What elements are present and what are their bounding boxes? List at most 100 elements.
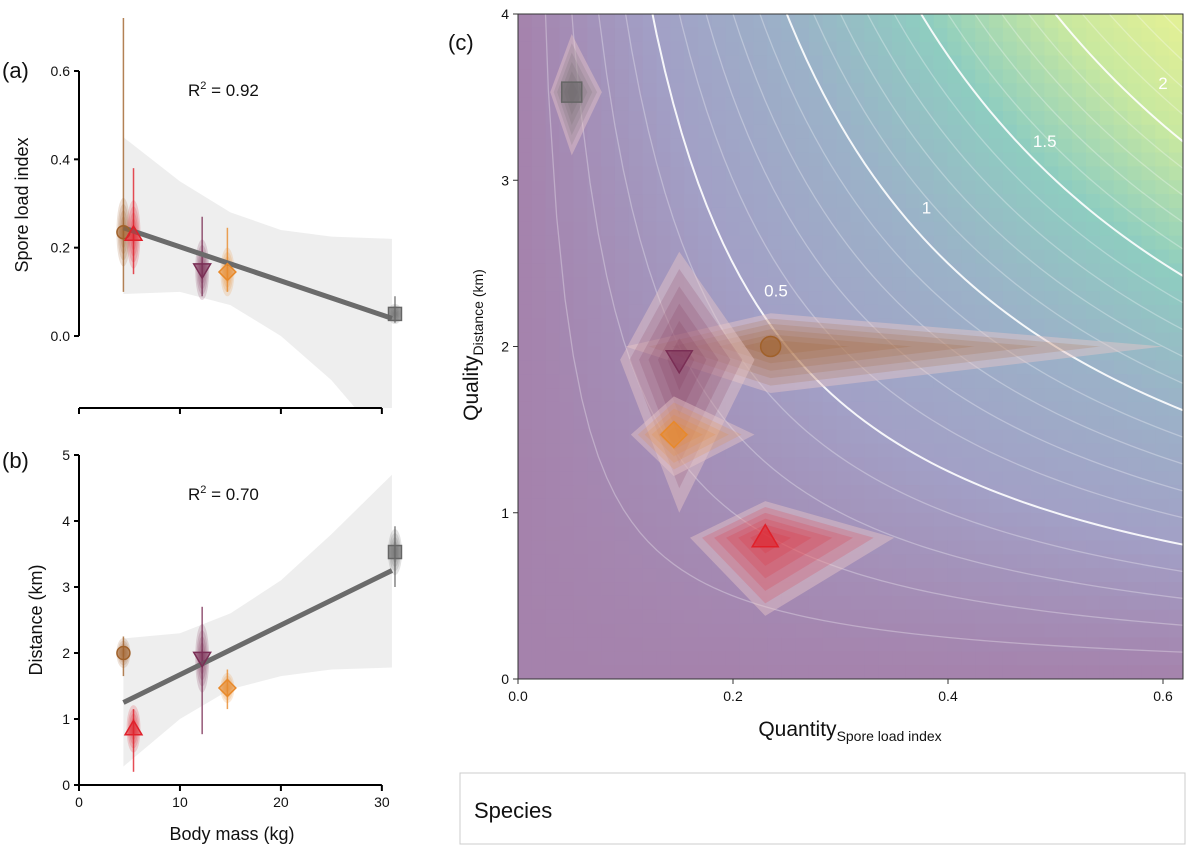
heat-cell (919, 665, 935, 679)
heat-cell (1002, 665, 1018, 679)
heat-cell (795, 457, 810, 472)
heat-cell (711, 138, 727, 154)
heat-cell (781, 277, 796, 292)
heat-cell (587, 568, 602, 583)
heat-cell (1058, 277, 1073, 292)
heat-cell (919, 485, 935, 500)
heat-cell (601, 110, 616, 126)
heat-cell (878, 360, 893, 375)
heat-cell (1141, 14, 1156, 29)
heat-cell (1030, 221, 1046, 237)
heat-cell (878, 27, 893, 43)
heat-cell (518, 152, 533, 167)
heat-cell (670, 568, 685, 583)
heat-cell (1002, 554, 1018, 569)
heat-cell (739, 623, 755, 639)
heat-cell (1058, 69, 1073, 84)
heat-cell (601, 512, 616, 528)
heat-cell (1058, 110, 1073, 126)
heat-cell (1016, 152, 1032, 167)
heat-cell (1127, 623, 1143, 639)
heat-cell (1099, 665, 1115, 679)
heat-cell (767, 235, 782, 251)
heat-cell (1086, 388, 1101, 403)
heat-cell (725, 41, 741, 57)
heat-cell (919, 304, 935, 320)
heat-cell (601, 471, 616, 486)
heat-cell (642, 124, 658, 140)
heat-cell (1113, 318, 1129, 334)
heat-cell (767, 41, 782, 57)
heat-cell (905, 609, 921, 625)
heat-cell (614, 249, 630, 264)
heat-cell (850, 69, 865, 84)
heat-cell (933, 651, 949, 666)
heat-cell (905, 401, 921, 417)
heat-cell (684, 41, 699, 57)
heat-cell (1044, 97, 1059, 112)
heat-cell (587, 540, 602, 555)
heat-cell (919, 346, 935, 361)
heat-cell (670, 388, 685, 403)
heat-cell (518, 55, 533, 71)
heat-cell (1016, 429, 1032, 445)
uncertainty-layer (690, 501, 895, 616)
heat-cell (1002, 83, 1018, 98)
heat-cell (739, 346, 755, 361)
heat-cell (878, 346, 893, 361)
heat-cell (711, 457, 727, 472)
heat-cell (739, 207, 755, 223)
heat-cell (989, 637, 1004, 652)
heat-cell (864, 665, 879, 679)
heat-cell (684, 152, 699, 167)
y-tick-label: 3 (501, 172, 509, 188)
heat-cell (518, 138, 533, 154)
heat-cell (989, 568, 1004, 583)
heat-cell (975, 235, 990, 251)
heat-cell (947, 637, 962, 652)
heat-cell (1086, 152, 1101, 167)
heat-cell (989, 623, 1004, 639)
heat-cell (1099, 582, 1115, 597)
heat-cell (1072, 221, 1087, 237)
point-coyote (217, 678, 237, 698)
heat-cell (753, 582, 768, 597)
heat-cell (739, 332, 755, 348)
uncertainty-bobcat (620, 251, 755, 513)
heat-cell (1099, 526, 1115, 542)
heat-cell (905, 512, 921, 528)
heat-cell (1155, 443, 1170, 458)
heat-cell (961, 332, 976, 348)
heat-cell (725, 207, 741, 223)
heat-cell (601, 554, 616, 569)
heat-cell (587, 304, 602, 320)
heat-cell (1016, 595, 1032, 611)
heat-cell (1044, 41, 1059, 57)
heat-cell (587, 429, 602, 445)
heat-cell (614, 651, 630, 666)
heat-cell (961, 55, 976, 71)
heat-cell (961, 249, 976, 264)
x-tick-label: 10 (172, 794, 188, 810)
heat-cell (711, 609, 727, 625)
heat-cell (822, 83, 838, 98)
heat-cell (795, 14, 810, 29)
heat-cell (601, 221, 616, 237)
heat-cell (905, 429, 921, 445)
heat-cell (850, 360, 865, 375)
heat-cell (947, 83, 962, 98)
heat-cell (518, 291, 533, 306)
heat-cell (1044, 457, 1059, 472)
heat-cell (864, 332, 879, 348)
heat-cell (822, 124, 838, 140)
heat-cell (642, 346, 658, 361)
plot-area: 0.511.52 (518, 14, 1183, 679)
heat-cell (1127, 540, 1143, 555)
heat-cell (919, 207, 935, 223)
heat-cell (739, 138, 755, 154)
heat-cell (642, 498, 658, 514)
heat-cell (684, 401, 699, 417)
heat-cell (892, 498, 907, 514)
heat-cell (642, 152, 658, 167)
heat-cell (989, 277, 1004, 292)
